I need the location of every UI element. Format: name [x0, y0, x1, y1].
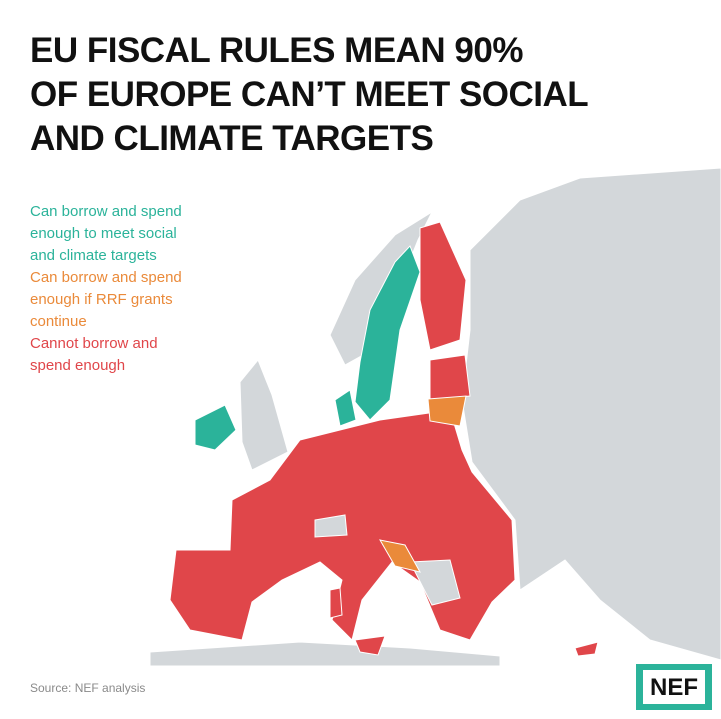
ireland [194, 404, 237, 451]
legend-text: Can borrow and spend [30, 269, 182, 286]
finland [419, 221, 467, 351]
switzerland [314, 514, 348, 538]
legend-text: and climate targets [30, 247, 157, 264]
map [149, 167, 721, 667]
denmark [334, 389, 357, 427]
sicily [354, 635, 386, 656]
source-note: Source: NEF analysis [30, 681, 145, 695]
logo-inner [643, 670, 705, 704]
legend-text: spend enough [30, 357, 125, 374]
legend-text: Can borrow and spend [30, 203, 182, 220]
north-africa [149, 641, 501, 667]
non-eu-land [461, 167, 721, 661]
baltics [429, 354, 471, 401]
title-line: EU FISCAL RULES MEAN 90% [30, 31, 523, 70]
lithuania [427, 395, 467, 427]
sardinia [329, 587, 343, 619]
legend-text: Cannot borrow and [30, 335, 158, 352]
cyprus [574, 641, 599, 657]
logo-text: NEF [650, 674, 698, 701]
legend: Can borrow and spend enough to meet socia… [30, 203, 182, 374]
title: EU FISCAL RULES MEAN 90% OF EUROPE CAN’T … [30, 31, 589, 158]
legend-text: enough to meet social [30, 225, 177, 242]
title-line: OF EUROPE CAN’T MEET SOCIAL [30, 75, 588, 114]
sweden [354, 245, 421, 421]
legend-text: continue [30, 313, 87, 330]
croatia [379, 539, 421, 573]
legend-text: enough if RRF grants [30, 291, 173, 308]
logo: NEF [636, 664, 712, 710]
united-kingdom [239, 359, 289, 471]
title-line: AND CLIMATE TARGETS [30, 119, 433, 158]
western-balkans [409, 559, 461, 606]
